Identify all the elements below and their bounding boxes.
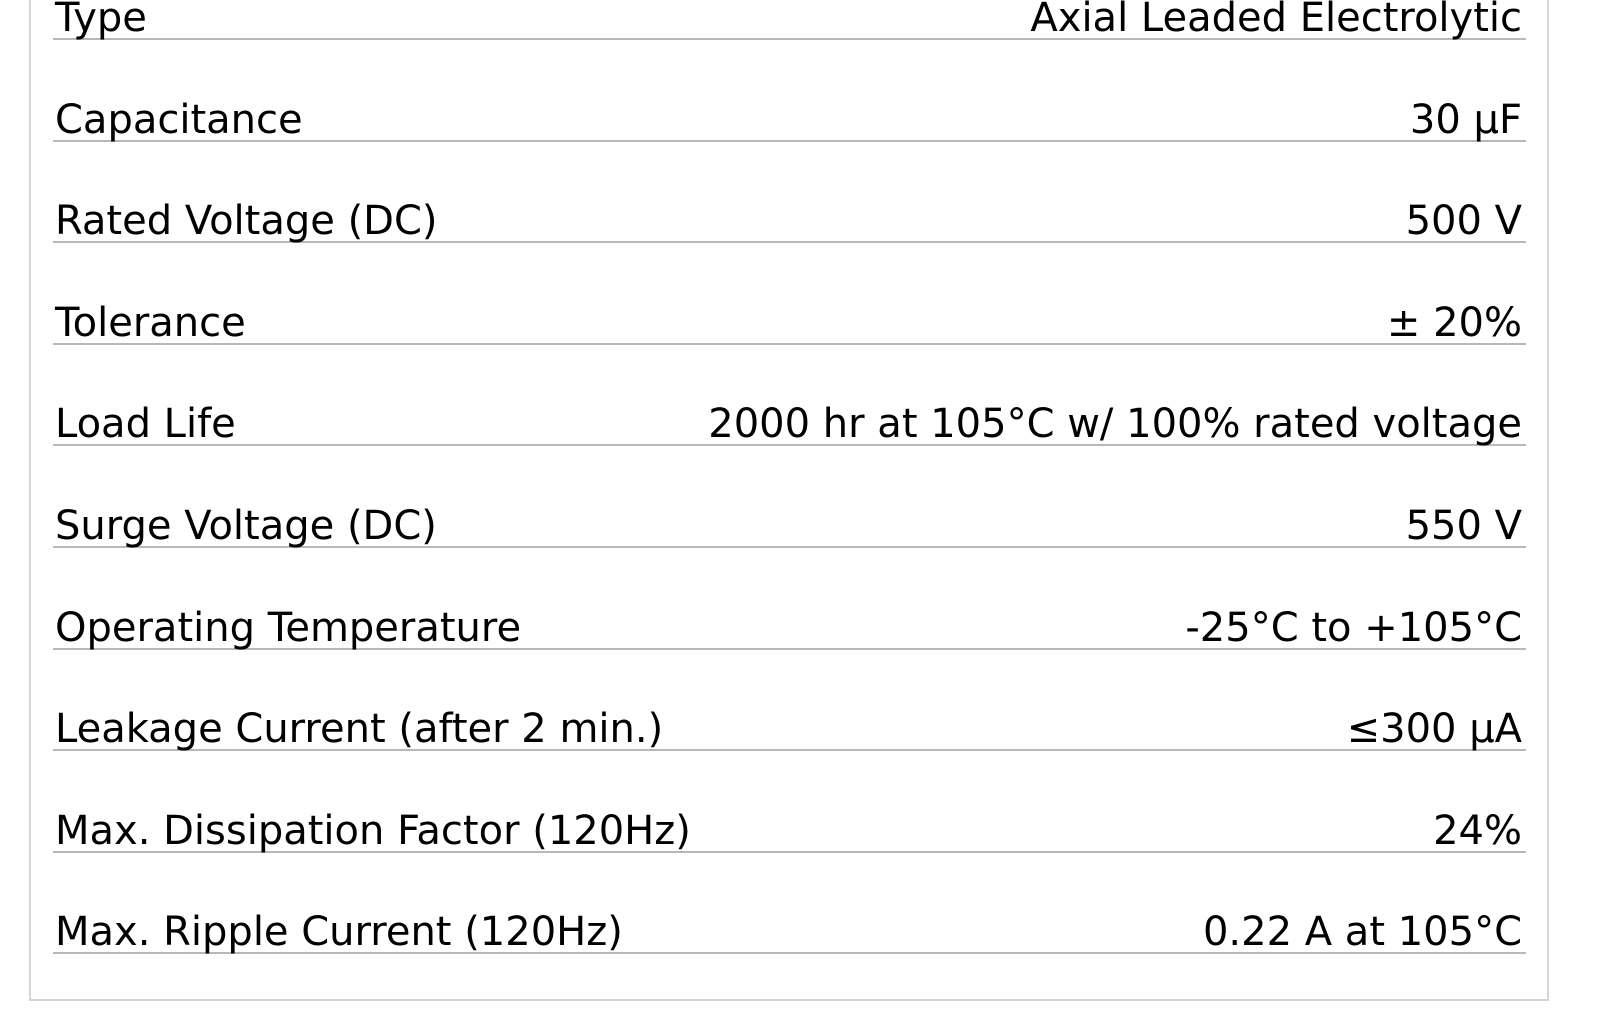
spec-value: ≤300 µA [1346,706,1522,753]
spec-label: Tolerance [55,299,246,346]
spec-label: Load Life [55,401,236,448]
spec-label: Max. Dissipation Factor (120Hz) [55,807,691,854]
spec-row-type: Type Axial Leaded Electrolytic [53,0,1526,41]
spec-value: 2000 hr at 105°C w/ 100% rated voltage [708,401,1522,448]
spec-row-capacitance: Capacitance 30 µF [53,40,1526,143]
spec-label: Type [55,0,147,41]
spec-row-surge-voltage: Surge Voltage (DC) 550 V [53,446,1526,549]
spec-label: Capacitance [55,96,303,143]
spec-row-dissipation-factor: Max. Dissipation Factor (120Hz) 24% [53,751,1526,854]
spec-row-tolerance: Tolerance ± 20% [53,243,1526,346]
spec-row-load-life: Load Life 2000 hr at 105°C w/ 100% rated… [53,345,1526,447]
spec-label: Operating Temperature [55,604,522,651]
spec-row-ripple-current: Max. Ripple Current (120Hz) 0.22 A at 10… [53,853,1526,955]
spec-value: 500 V [1405,198,1522,245]
spec-label: Max. Ripple Current (120Hz) [55,909,623,956]
spec-row-leakage-current: Leakage Current (after 2 min.) ≤300 µA [53,650,1526,752]
spec-value: ± 20% [1386,299,1522,346]
spec-value: 24% [1433,807,1522,854]
specs-panel [29,0,1549,1001]
spec-row-rated-voltage: Rated Voltage (DC) 500 V [53,142,1526,244]
spec-label: Rated Voltage (DC) [55,198,438,245]
spec-value: 30 µF [1409,96,1522,143]
spec-label: Surge Voltage (DC) [55,502,437,549]
spec-row-operating-temperature: Operating Temperature -25°C to +105°C [53,548,1526,651]
spec-value: -25°C to +105°C [1185,604,1522,651]
spec-label: Leakage Current (after 2 min.) [55,706,664,753]
spec-value: 0.22 A at 105°C [1202,909,1522,956]
spec-value: Axial Leaded Electrolytic [1030,0,1522,41]
spec-value: 550 V [1405,502,1522,549]
specifications-table: Type Axial Leaded Electrolytic Capacitan… [53,0,1526,955]
